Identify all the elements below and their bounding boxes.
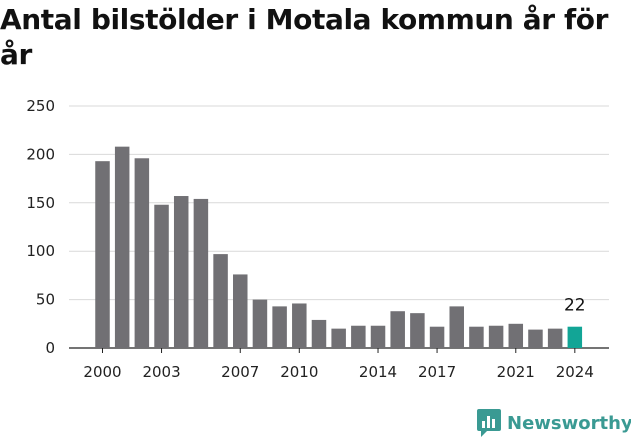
bar-2023 <box>547 328 563 348</box>
data-label-2024: 22 <box>564 296 586 316</box>
x-tick-label-2021: 2021 <box>497 363 535 381</box>
bar-2015 <box>390 311 405 348</box>
bar-2006 <box>213 254 228 348</box>
bars <box>95 146 583 348</box>
bar-2011 <box>311 319 327 348</box>
bar-2020 <box>488 325 504 348</box>
y-tick-label-150: 150 <box>26 194 55 212</box>
bar-2019 <box>469 326 484 348</box>
x-tick-label-2014: 2014 <box>359 363 397 381</box>
y-tick-label-0: 0 <box>45 339 55 357</box>
x-tick-label-2003: 2003 <box>142 363 180 381</box>
bar-2018 <box>449 306 464 348</box>
newsworthy-logo: Newsworthy <box>476 408 631 438</box>
bar-2002 <box>134 158 150 348</box>
bar-2024 <box>567 326 583 348</box>
bar-2012 <box>331 328 346 348</box>
brand-name: Newsworthy <box>507 412 631 434</box>
bar-2008 <box>252 299 268 348</box>
bar-2009 <box>272 306 287 348</box>
x-tick-label-2010: 2010 <box>280 363 318 381</box>
bar-2000 <box>95 161 110 348</box>
y-tick-label-250: 250 <box>26 97 55 115</box>
x-tick-label-2007: 2007 <box>221 363 259 381</box>
bar-2007 <box>233 274 248 348</box>
y-tick-label-100: 100 <box>26 242 55 260</box>
y-tick-label-50: 50 <box>36 291 55 309</box>
bar-2014 <box>370 325 386 348</box>
x-tick-label-2024: 2024 <box>556 363 594 381</box>
chart-title: Antal bilstölder i Motala kommun år för … <box>0 3 609 71</box>
bar-2001 <box>114 146 130 348</box>
x-tick-label-2000: 2000 <box>83 363 121 381</box>
bar-2017 <box>429 326 445 348</box>
chart-bubble-icon <box>477 409 501 437</box>
y-tick-label-200: 200 <box>26 145 55 163</box>
bar-2021 <box>508 323 524 348</box>
bar-2013 <box>351 325 366 348</box>
bar-2004 <box>173 196 189 348</box>
annotations: 22 <box>564 296 586 316</box>
x-axis-ticks <box>102 348 576 353</box>
bar-2016 <box>410 313 425 348</box>
y-axis-labels: 0 50 100 150 200 250 <box>26 97 55 357</box>
x-axis-labels: 2000 2003 2007 2010 2014 2017 2021 2024 <box>83 363 594 381</box>
bar-2010 <box>292 303 307 348</box>
x-tick-label-2017: 2017 <box>418 363 456 381</box>
bar-2003 <box>154 204 169 348</box>
bar-2022 <box>528 329 543 348</box>
grid-lines <box>69 105 609 349</box>
bar-2005 <box>193 198 209 348</box>
